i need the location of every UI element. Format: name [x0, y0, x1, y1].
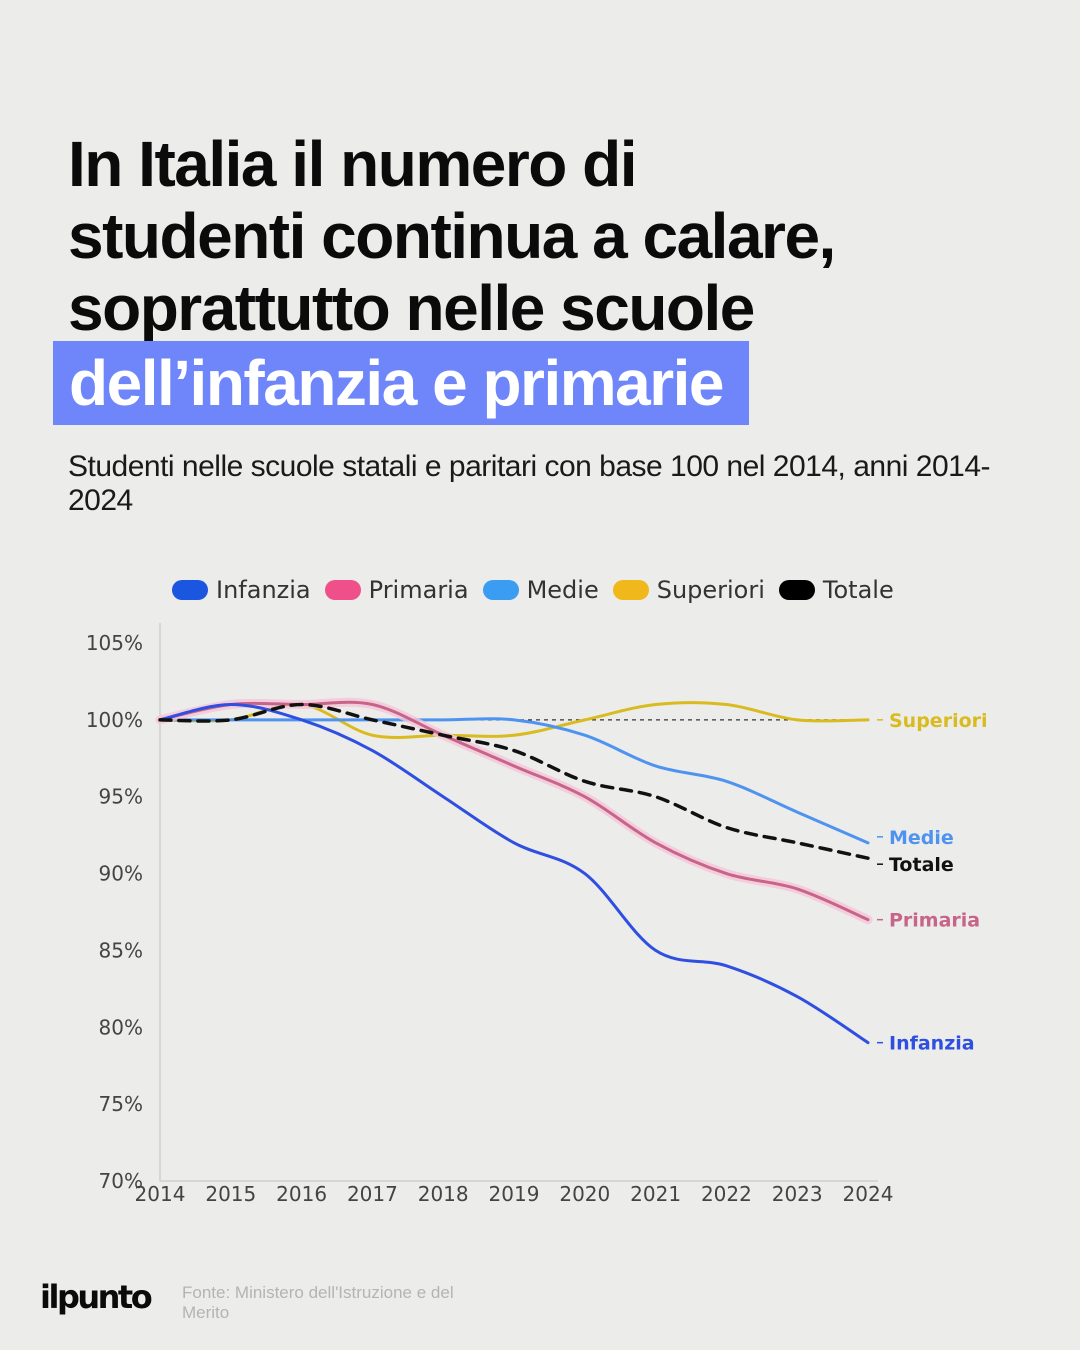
brand-logo: ilpunto: [40, 1278, 153, 1316]
title-highlight-text: dell’infanzia e primarie: [53, 341, 749, 425]
x-tick-label: 2017: [347, 1182, 398, 1206]
title: In Italia il numero di studenti continua…: [68, 128, 1048, 344]
series-line-totale: [158, 702, 870, 860]
y-tick-label: 90%: [99, 862, 143, 886]
source-note: Fonte: Ministero dell'Istruzione e del M…: [182, 1283, 454, 1322]
legend-item-primaria: Primaria: [324, 576, 469, 604]
chart-legend: Infanzia Primaria Medie Superiori Totale: [172, 576, 894, 604]
end-label-medie: Medie: [889, 827, 954, 849]
legend-swatch-superiori: [612, 580, 649, 600]
title-line-3: soprattutto nelle scuole: [68, 272, 755, 344]
legend-swatch-infanzia: [172, 580, 208, 600]
legend-label-primaria: Primaria: [368, 576, 469, 604]
y-tick-label: 95%: [99, 785, 143, 809]
legend-swatch-medie: [482, 580, 519, 600]
series-line-medie: [158, 717, 870, 845]
end-label-superiori: Superiori: [889, 710, 988, 732]
legend-label-medie: Medie: [526, 576, 599, 604]
series-line-infanzia: [158, 702, 870, 1045]
y-tick-label: 75%: [99, 1092, 143, 1116]
end-label-primaria: Primaria: [889, 910, 980, 932]
end-label-infanzia: Infanzia: [889, 1033, 975, 1055]
legend-swatch-totale: [778, 580, 815, 600]
x-tick-label: 2020: [559, 1182, 610, 1206]
y-tick-label: 105%: [86, 631, 143, 655]
legend-label-infanzia: Infanzia: [216, 576, 311, 604]
title-line-2: studenti continua a calare,: [68, 200, 836, 272]
legend-swatch-primaria: [324, 580, 361, 600]
legend-item-totale: Totale: [778, 576, 894, 604]
legend-label-totale: Totale: [822, 576, 894, 604]
line-chart: 70% 75% 80% 85% 90% 95% 100% 105% 2014 2015 2016 20…: [86, 623, 988, 1206]
end-label-totale: Totale: [889, 854, 954, 876]
title-line-1: In Italia il numero di: [68, 128, 637, 200]
legend-item-infanzia: Infanzia: [172, 576, 311, 604]
x-tick-label: 2015: [205, 1182, 256, 1206]
y-tick-label: 70%: [99, 1169, 143, 1193]
x-tick-label: 2014: [135, 1182, 186, 1206]
x-tick-label: 2016: [276, 1182, 327, 1206]
y-tick-label: 80%: [99, 1015, 143, 1039]
subtitle: Studenti nelle scuole statali e paritari…: [68, 450, 991, 517]
y-tick-label: 100%: [86, 708, 143, 732]
series-line-primaria: [158, 700, 870, 922]
x-tick-label: 2024: [843, 1182, 894, 1206]
x-tick-label: 2021: [630, 1182, 681, 1206]
legend-item-superiori: Superiori: [612, 576, 765, 604]
y-tick-label: 85%: [99, 938, 143, 962]
legend-item-medie: Medie: [482, 576, 599, 604]
x-tick-label: 2022: [701, 1182, 752, 1206]
legend-label-superiori: Superiori: [656, 576, 765, 604]
x-tick-label: 2019: [489, 1182, 540, 1206]
x-tick-label: 2018: [418, 1182, 469, 1206]
x-tick-label: 2023: [772, 1182, 823, 1206]
title-highlight-box: dell’infanzia e primarie: [53, 341, 749, 425]
